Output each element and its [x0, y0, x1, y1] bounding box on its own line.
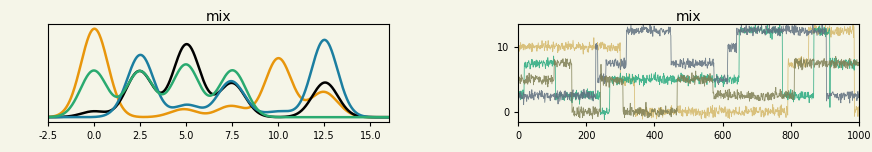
Title: mix: mix: [206, 10, 231, 24]
Title: mix: mix: [676, 10, 701, 24]
